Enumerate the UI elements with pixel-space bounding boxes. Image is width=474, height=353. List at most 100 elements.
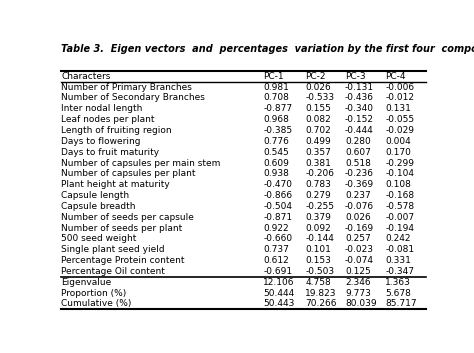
Text: Single plant seed yield: Single plant seed yield bbox=[61, 245, 164, 254]
Text: -0.081: -0.081 bbox=[385, 245, 414, 254]
Text: 80.039: 80.039 bbox=[345, 299, 377, 309]
Text: -0.877: -0.877 bbox=[263, 104, 292, 113]
Text: -0.504: -0.504 bbox=[263, 202, 292, 211]
Text: -0.444: -0.444 bbox=[345, 126, 374, 135]
Text: Cumulative (%): Cumulative (%) bbox=[61, 299, 131, 309]
Text: -0.236: -0.236 bbox=[345, 169, 374, 178]
Text: -0.369: -0.369 bbox=[345, 180, 374, 189]
Text: Eigenvalue: Eigenvalue bbox=[61, 278, 111, 287]
Text: -0.206: -0.206 bbox=[305, 169, 334, 178]
Text: -0.470: -0.470 bbox=[263, 180, 292, 189]
Text: -0.074: -0.074 bbox=[345, 256, 374, 265]
Text: 0.379: 0.379 bbox=[305, 213, 331, 222]
Text: 0.108: 0.108 bbox=[385, 180, 411, 189]
Text: -0.144: -0.144 bbox=[305, 234, 334, 243]
Text: 0.612: 0.612 bbox=[263, 256, 289, 265]
Text: Number of seeds per capsule: Number of seeds per capsule bbox=[61, 213, 194, 222]
Text: -0.104: -0.104 bbox=[385, 169, 414, 178]
Text: 0.357: 0.357 bbox=[305, 148, 331, 157]
Text: 50.443: 50.443 bbox=[263, 299, 294, 309]
Text: Inter nodal length: Inter nodal length bbox=[61, 104, 143, 113]
Text: 5.678: 5.678 bbox=[385, 288, 411, 298]
Text: -0.055: -0.055 bbox=[385, 115, 414, 124]
Text: -0.131: -0.131 bbox=[345, 83, 374, 92]
Text: 19.823: 19.823 bbox=[305, 288, 337, 298]
Text: 0.153: 0.153 bbox=[305, 256, 331, 265]
Text: 0.125: 0.125 bbox=[345, 267, 371, 276]
Text: 50.444: 50.444 bbox=[263, 288, 294, 298]
Text: Number of Secondary Branches: Number of Secondary Branches bbox=[61, 94, 205, 102]
Text: 0.082: 0.082 bbox=[305, 115, 331, 124]
Text: 0.783: 0.783 bbox=[305, 180, 331, 189]
Text: Leaf nodes per plant: Leaf nodes per plant bbox=[61, 115, 155, 124]
Text: 0.004: 0.004 bbox=[385, 137, 411, 146]
Text: -0.347: -0.347 bbox=[385, 267, 414, 276]
Text: -0.660: -0.660 bbox=[263, 234, 292, 243]
Text: 0.776: 0.776 bbox=[263, 137, 289, 146]
Text: -0.152: -0.152 bbox=[345, 115, 374, 124]
Text: 0.381: 0.381 bbox=[305, 158, 331, 168]
Text: Capsule length: Capsule length bbox=[61, 191, 129, 200]
Text: 0.607: 0.607 bbox=[345, 148, 371, 157]
Text: -0.385: -0.385 bbox=[263, 126, 292, 135]
Text: Days to flowering: Days to flowering bbox=[61, 137, 141, 146]
Text: -0.255: -0.255 bbox=[305, 202, 334, 211]
Text: -0.169: -0.169 bbox=[345, 223, 374, 233]
Text: 0.331: 0.331 bbox=[385, 256, 411, 265]
Text: 0.499: 0.499 bbox=[305, 137, 331, 146]
Text: Number of capsules per main stem: Number of capsules per main stem bbox=[61, 158, 220, 168]
Text: -0.691: -0.691 bbox=[263, 267, 292, 276]
Text: -0.578: -0.578 bbox=[385, 202, 414, 211]
Text: 0.922: 0.922 bbox=[263, 223, 289, 233]
Text: 0.131: 0.131 bbox=[385, 104, 411, 113]
Text: 12.106: 12.106 bbox=[263, 278, 295, 287]
Text: Days to fruit maturity: Days to fruit maturity bbox=[61, 148, 159, 157]
Text: -0.533: -0.533 bbox=[305, 94, 335, 102]
Text: -0.006: -0.006 bbox=[385, 83, 414, 92]
Text: 0.155: 0.155 bbox=[305, 104, 331, 113]
Text: Number of capsules per plant: Number of capsules per plant bbox=[61, 169, 196, 178]
Text: Capsule breadth: Capsule breadth bbox=[61, 202, 136, 211]
Text: 500 seed weight: 500 seed weight bbox=[61, 234, 137, 243]
Text: 0.545: 0.545 bbox=[263, 148, 289, 157]
Text: PC-4: PC-4 bbox=[385, 72, 406, 81]
Text: -0.866: -0.866 bbox=[263, 191, 292, 200]
Text: -0.436: -0.436 bbox=[345, 94, 374, 102]
Text: Table 3.  Eigen vectors  and  percentages  variation by the first four  componen: Table 3. Eigen vectors and percentages v… bbox=[61, 44, 474, 54]
Text: Length of fruiting region: Length of fruiting region bbox=[61, 126, 172, 135]
Text: -0.503: -0.503 bbox=[305, 267, 335, 276]
Text: 0.026: 0.026 bbox=[305, 83, 331, 92]
Text: 0.981: 0.981 bbox=[263, 83, 289, 92]
Text: 0.609: 0.609 bbox=[263, 158, 289, 168]
Text: 0.237: 0.237 bbox=[345, 191, 371, 200]
Text: 0.092: 0.092 bbox=[305, 223, 331, 233]
Text: 2.346: 2.346 bbox=[345, 278, 371, 287]
Text: 0.280: 0.280 bbox=[345, 137, 371, 146]
Text: 85.717: 85.717 bbox=[385, 299, 417, 309]
Text: PC-2: PC-2 bbox=[305, 72, 326, 81]
Text: 70.266: 70.266 bbox=[305, 299, 337, 309]
Text: Proportion (%): Proportion (%) bbox=[61, 288, 127, 298]
Text: 4.758: 4.758 bbox=[305, 278, 331, 287]
Text: 0.257: 0.257 bbox=[345, 234, 371, 243]
Text: 0.279: 0.279 bbox=[305, 191, 331, 200]
Text: -0.168: -0.168 bbox=[385, 191, 414, 200]
Text: -0.194: -0.194 bbox=[385, 223, 414, 233]
Text: 0.518: 0.518 bbox=[345, 158, 371, 168]
Text: 9.773: 9.773 bbox=[345, 288, 371, 298]
Text: 0.938: 0.938 bbox=[263, 169, 289, 178]
Text: -0.029: -0.029 bbox=[385, 126, 414, 135]
Text: 0.170: 0.170 bbox=[385, 148, 411, 157]
Text: 0.708: 0.708 bbox=[263, 94, 289, 102]
Text: 0.737: 0.737 bbox=[263, 245, 289, 254]
Text: -0.871: -0.871 bbox=[263, 213, 292, 222]
Text: 0.968: 0.968 bbox=[263, 115, 289, 124]
Text: Percentage Protein content: Percentage Protein content bbox=[61, 256, 184, 265]
Text: Number of seeds per plant: Number of seeds per plant bbox=[61, 223, 182, 233]
Text: Plant height at maturity: Plant height at maturity bbox=[61, 180, 170, 189]
Text: Characters: Characters bbox=[61, 72, 110, 81]
Text: -0.299: -0.299 bbox=[385, 158, 414, 168]
Text: -0.023: -0.023 bbox=[345, 245, 374, 254]
Text: -0.340: -0.340 bbox=[345, 104, 374, 113]
Text: PC-1: PC-1 bbox=[263, 72, 284, 81]
